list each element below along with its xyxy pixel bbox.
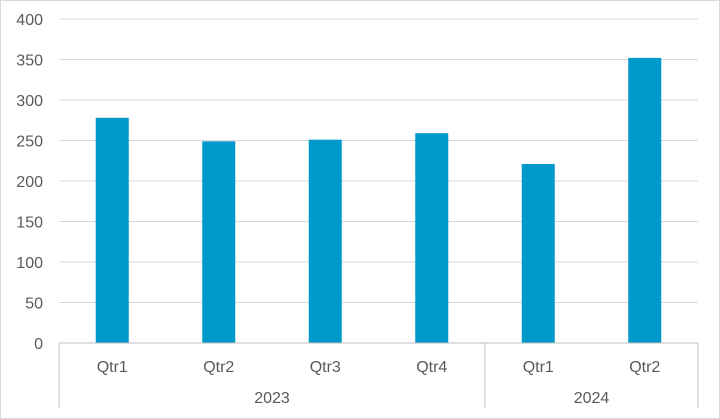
- bar: [202, 141, 236, 343]
- y-tick-label: 200: [16, 174, 43, 191]
- bars: [95, 57, 662, 343]
- y-tick-label: 250: [16, 134, 43, 151]
- bar: [521, 163, 555, 343]
- y-tick-label: 150: [16, 215, 43, 232]
- x-tick-label: Qtr3: [310, 359, 341, 376]
- bar: [628, 57, 662, 343]
- y-tick-label: 300: [16, 93, 43, 110]
- y-tick-label: 0: [34, 336, 43, 353]
- x-tick-label: Qtr4: [416, 359, 447, 376]
- y-tick-label: 400: [16, 12, 43, 29]
- y-axis: 0 50 100 150 200 250 300 350 400: [16, 12, 43, 353]
- x-group-label: 2023: [254, 390, 290, 407]
- x-tick-label: Qtr2: [629, 359, 660, 376]
- bar: [415, 133, 449, 343]
- x-tick-label: Qtr2: [203, 359, 234, 376]
- y-tick-label: 350: [16, 53, 43, 70]
- x-tick-label: Qtr1: [97, 359, 128, 376]
- bar: [308, 139, 342, 343]
- x-tick-label: Qtr1: [523, 359, 554, 376]
- y-tick-label: 100: [16, 255, 43, 272]
- y-tick-label: 50: [25, 296, 43, 313]
- bar: [95, 117, 129, 343]
- x-group-label: 2024: [574, 390, 610, 407]
- gridlines: [59, 18, 698, 303]
- x-axis: Qtr1 Qtr2 Qtr3 Qtr4 Qtr1 Qtr2 2023 2024: [58, 342, 699, 408]
